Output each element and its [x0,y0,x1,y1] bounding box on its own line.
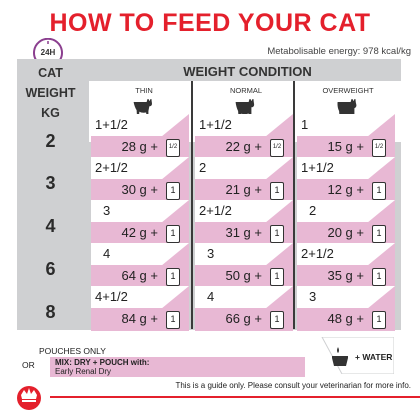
dry-grams: 42 g + [121,225,158,240]
table-cell: 3 50 g + 1 [195,243,293,290]
page-title: HOW TO FEED YOUR CAT [49,9,371,37]
pouch-count: 2+1/2 [95,160,128,175]
dry-grams: 66 g + [225,311,262,326]
pouch-icon: 1 [270,182,284,200]
cat-weight-header: CAT WEIGHT KG [25,66,76,120]
or-label: OR [22,360,35,370]
pouch-icon: 1 [166,225,180,243]
pouch-icon: 1/2 [372,139,386,157]
table-cell: 1+1/2 22 g + 1/2 [195,114,293,161]
column-divider [293,81,295,329]
disclaimer: This is a guide only. Please consult you… [175,381,411,390]
weight-value: 6 [45,259,56,279]
pouch-icon: 1 [372,268,386,286]
pouch-count: 4 [103,246,111,261]
dry-grams: 64 g + [121,268,158,283]
dry-grams: 30 g + [121,182,158,197]
column-thin: THIN [135,86,153,95]
pouch-icon: 1 [372,182,386,200]
pouch-count: 3 [309,289,317,304]
pouch-icon: 1 [270,225,284,243]
dry-grams: 28 g + [121,139,158,154]
pouch-icon: 1/2 [270,139,284,157]
table-cell: 2+1/2 31 g + 1 [195,200,293,247]
dry-grams: 15 g + [327,139,364,154]
pouch-count: 1+1/2 [301,160,334,175]
pouches-only-label: POUCHES ONLY [39,346,106,356]
dry-grams: 20 g + [327,225,364,240]
weight-value: 8 [45,302,56,322]
table-cell: 4+1/2 84 g + 1 [91,286,189,333]
energy-note: Metabolisable energy: 978 kcal/kg [267,46,411,57]
pouch-count: 3 [207,246,215,261]
clock-label: 24H [41,48,56,57]
weight-value: 4 [45,216,56,236]
normal-cat-icon [235,99,255,119]
pouch-count: 2+1/2 [199,203,232,218]
table-cell: 4 66 g + 1 [195,286,293,333]
dry-grams: 31 g + [225,225,262,240]
red-divider [50,396,420,398]
thin-cat-icon [133,99,152,119]
table-cell: 3 48 g + 1 [297,286,395,333]
pouch-count: 2 [199,160,207,175]
dry-grams: 48 g + [327,311,364,326]
table-cell: 2+1/2 30 g + 1 [91,157,189,204]
weight-condition-header: WEIGHT CONDITION [183,64,312,79]
column-divider [191,81,193,329]
pouch-icon: 1 [166,268,180,286]
pouch-count: 4+1/2 [95,289,128,304]
pouch-count: 4 [207,289,215,304]
table-cell: 1 15 g + 1/2 [297,114,395,161]
mix-text: MIX: DRY + POUCH with: Early Renal Dry [55,358,150,376]
column-overweight: OVERWEIGHT [322,86,374,95]
table-cell: 4 64 g + 1 [91,243,189,290]
table-cell: 2+1/2 35 g + 1 [297,243,395,290]
pouch-count: 2+1/2 [301,246,334,261]
feeding-table: CAT WEIGHT KG WEIGHT CONDITION THIN NORM… [17,59,401,333]
pouch-icon: 1 [270,311,284,329]
pouch-count: 1 [301,117,309,132]
column-normal: NORMAL [229,86,263,95]
dry-grams: 22 g + [225,139,262,154]
pouch-icon: 1 [372,311,386,329]
dry-grams: 35 g + [327,268,364,283]
table-cell: 1+1/2 12 g + 1 [297,157,395,204]
water-bowl-icon [332,347,348,366]
dry-grams: 12 g + [327,182,364,197]
pouch-count: 2 [309,203,317,218]
pouch-icon: 1 [270,268,284,286]
table-cell: 2 20 g + 1 [297,200,395,247]
pouch-count: 3 [103,203,111,218]
water-label: + WATER [355,352,393,362]
dry-grams: 50 g + [225,268,262,283]
pouch-icon: 1 [166,311,180,329]
table-cell: 2 21 g + 1 [195,157,293,204]
mix-box [50,357,305,377]
weight-value: 2 [45,131,56,151]
dry-grams: 21 g + [225,182,262,197]
pouch-count: 1+1/2 [199,117,232,132]
pouch-icon: 1/2 [166,139,180,157]
pouch-icon: 1 [372,225,386,243]
weight-value: 3 [45,173,56,193]
clock-24h-icon: 24H [33,38,63,61]
table-cell: 3 42 g + 1 [91,200,189,247]
pouch-count: 1+1/2 [95,117,128,132]
pouch-icon: 1 [166,182,180,200]
royal-canin-logo [17,386,41,410]
table-cell: 1+1/2 28 g + 1/2 [91,114,189,161]
dry-grams: 84 g + [121,311,158,326]
